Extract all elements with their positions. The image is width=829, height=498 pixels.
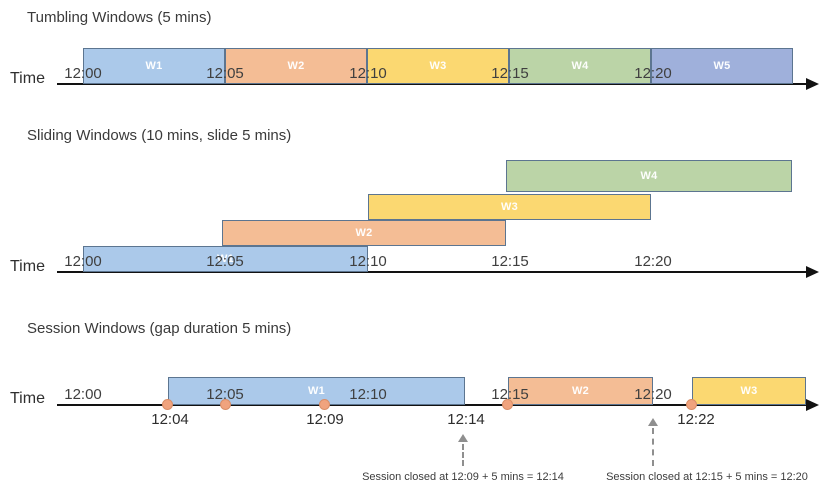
sliding-window-bar-w1: W1	[83, 246, 368, 272]
window-label: W3	[429, 60, 447, 72]
event-time-label-1204: 12:04	[151, 411, 189, 428]
event-time-label-1209: 12:09	[306, 411, 344, 428]
tumbling-time-axis-label: Time	[10, 70, 45, 87]
tumbling-timeline	[57, 83, 807, 85]
window-label: W3	[740, 385, 758, 397]
tumbling-window-bar-w5: W5	[651, 48, 793, 84]
annotation-arrow-line	[462, 444, 464, 466]
tumbling-tick-1200: 12:00	[64, 65, 102, 82]
session-tick-1220: 12:20	[634, 386, 672, 403]
annotation-arrow-line	[652, 428, 654, 466]
session-timeline-arrow-icon	[806, 399, 819, 411]
tumbling-window-bar-w1: W1	[83, 48, 225, 84]
sliding-time-axis-label: Time	[10, 258, 45, 275]
sliding-tick-1210: 12:10	[349, 253, 387, 270]
window-label: W3	[500, 201, 519, 213]
annotation-arrow-up-icon	[648, 418, 658, 426]
session-tick-1215: 12:15	[491, 386, 529, 403]
event-dot-1209	[319, 399, 330, 410]
tumbling-tick-1210: 12:10	[349, 65, 387, 82]
sliding-tick-1220: 12:20	[634, 253, 672, 270]
sliding-tick-1215: 12:15	[491, 253, 529, 270]
tumbling-window-bar-w2: W2	[225, 48, 367, 84]
event-dot-1215	[502, 399, 513, 410]
session-closed-annotation-1: Session closed at 12:09 + 5 mins = 12:14	[362, 471, 564, 483]
event-time-label-1222: 12:22	[677, 411, 715, 428]
window-label: W2	[355, 227, 373, 239]
tumbling-tick-1220: 12:20	[634, 65, 672, 82]
tumbling-tick-1205: 12:05	[206, 65, 244, 82]
session-title: Session Windows (gap duration 5 mins)	[27, 320, 292, 337]
window-label: W2	[287, 60, 305, 72]
tumbling-tick-1215: 12:15	[491, 65, 529, 82]
sliding-tick-1200: 12:00	[64, 253, 102, 270]
session-closed-annotation-2: Session closed at 12:15 + 5 mins = 12:20	[606, 471, 808, 483]
event-dot-1205	[220, 399, 231, 410]
close-time-label-1214: 12:14	[447, 411, 485, 428]
sliding-title: Sliding Windows (10 mins, slide 5 mins)	[27, 127, 292, 144]
window-label: W1	[216, 253, 235, 265]
session-window-bar-w1: W1	[168, 377, 465, 405]
sliding-timeline	[57, 271, 807, 273]
session-tick-1205: 12:05	[206, 386, 244, 403]
session-window-bar-w3: W3	[692, 377, 806, 405]
window-label: W4	[640, 170, 658, 182]
sliding-tick-1205: 12:05	[206, 253, 244, 270]
sliding-window-bar-w3: W3	[368, 194, 651, 220]
window-label: W2	[571, 385, 590, 397]
annotation-arrow-up-icon	[458, 434, 468, 442]
sliding-window-bar-w2: W2	[222, 220, 506, 246]
session-timeline	[57, 404, 807, 406]
window-label: W4	[571, 60, 589, 72]
session-tick-1210: 12:10	[349, 386, 387, 403]
tumbling-timeline-arrow-icon	[806, 78, 819, 90]
tumbling-title: Tumbling Windows (5 mins)	[27, 9, 212, 26]
sliding-timeline-arrow-icon	[806, 266, 819, 278]
window-label: W5	[713, 60, 731, 72]
session-window-bar-w2: W2	[508, 377, 653, 405]
tumbling-window-bar-w3: W3	[367, 48, 509, 84]
window-label: W1	[307, 385, 326, 397]
window-label: W1	[145, 60, 163, 72]
tumbling-window-bar-w4: W4	[509, 48, 651, 84]
event-dot-1222	[686, 399, 697, 410]
session-tick-1200: 12:00	[64, 386, 102, 403]
event-dot-1204	[162, 399, 173, 410]
session-time-axis-label: Time	[10, 390, 45, 407]
sliding-window-bar-w4: W4	[506, 160, 792, 192]
